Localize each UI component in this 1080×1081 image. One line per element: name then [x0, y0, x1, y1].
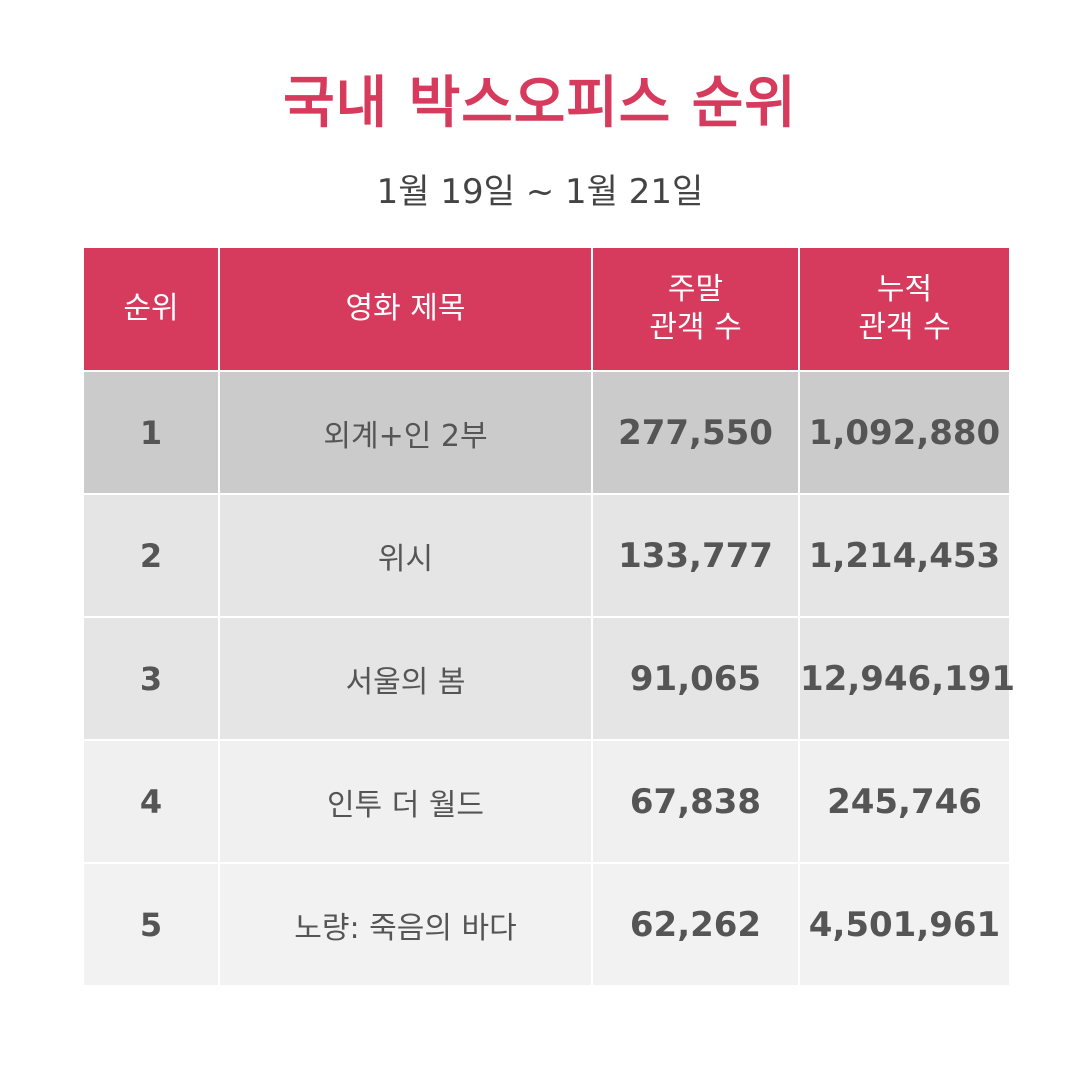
table-body: 1 외계+인 2부 277,550 1,092,880 2 위시 133,777… [84, 371, 1015, 985]
table-row: 1 외계+인 2부 277,550 1,092,880 [84, 371, 1009, 495]
cumulative-audience-cell: 4,501,961 [799, 863, 1009, 985]
table-row: 2 위시 133,777 1,214,453 [84, 494, 1009, 618]
cumulative-audience-cell: 245,746 [799, 740, 1009, 864]
movie-title-cell: 서울의 봄 [219, 617, 593, 741]
cumulative-audience-cell: 1,214,453 [799, 494, 1009, 618]
column-header-cumulative-line2: 관객 수 [858, 310, 951, 345]
movie-title-cell: 인투 더 월드 [219, 740, 593, 864]
column-header-movie-title: 영화 제목 [219, 248, 593, 372]
weekend-audience-cell: 91,065 [592, 617, 800, 741]
table-row: 3 서울의 봄 91,065 12,946,191 [84, 617, 1015, 741]
column-header-weekend-line2: 관객 수 [649, 310, 742, 345]
cumulative-audience-cell: 12,946,191 [799, 617, 1015, 741]
weekend-audience-cell: 62,262 [592, 863, 800, 985]
column-header-weekend-line1: 주말 [667, 272, 724, 307]
table-row: 5 노량: 죽음의 바다 62,262 4,501,961 [84, 863, 1009, 985]
rank-cell: 4 [84, 740, 220, 864]
movie-title-cell: 위시 [219, 494, 593, 618]
column-header-weekend-audience: 주말 관객 수 [592, 248, 800, 372]
table-header: 순위 영화 제목 주말 관객 수 누적 관객 수 [84, 248, 1009, 372]
header-row: 순위 영화 제목 주말 관객 수 누적 관객 수 [84, 248, 1009, 372]
weekend-audience-cell: 277,550 [592, 371, 800, 495]
movie-title-cell: 노량: 죽음의 바다 [219, 863, 593, 985]
page-title: 국내 박스오피스 순위 [283, 71, 797, 136]
column-header-cumulative-line1: 누적 [876, 272, 933, 307]
cumulative-audience-cell: 1,092,880 [799, 371, 1009, 495]
rank-cell: 5 [84, 863, 220, 985]
rank-cell: 3 [84, 617, 220, 741]
rank-cell: 2 [84, 494, 220, 618]
weekend-audience-cell: 133,777 [592, 494, 800, 618]
table-row: 4 인투 더 월드 67,838 245,746 [84, 740, 1009, 864]
movie-title-cell: 외계+인 2부 [219, 371, 593, 495]
column-header-rank: 순위 [84, 248, 220, 372]
rank-cell: 1 [84, 371, 220, 495]
box-office-table: 순위 영화 제목 주말 관객 수 누적 관객 수 1 외계+인 2부 277,5… [84, 248, 1015, 985]
weekend-audience-cell: 67,838 [592, 740, 800, 864]
column-header-cumulative-audience: 누적 관객 수 [799, 248, 1009, 372]
date-range: 1월 19일 ~ 1월 21일 [376, 172, 704, 212]
